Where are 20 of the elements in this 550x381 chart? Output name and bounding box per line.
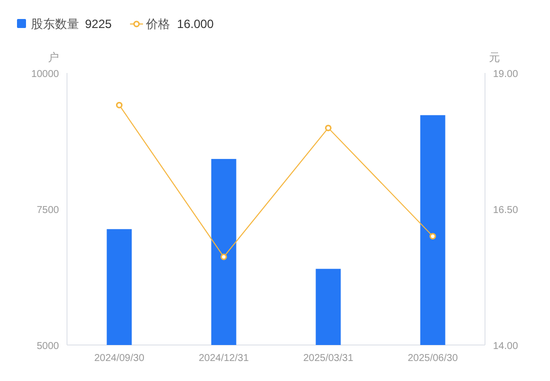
legend-label: 价格 xyxy=(145,17,170,31)
point xyxy=(220,254,227,260)
y-tick-label: 7500 xyxy=(36,205,60,216)
y2-tick-label: 14.00 xyxy=(493,341,518,352)
point xyxy=(430,232,436,240)
point xyxy=(325,124,332,132)
y-axis-title: 户 xyxy=(48,51,59,64)
x-tick-label: 2024/12/31 xyxy=(198,353,250,364)
x-tick-label: 2024/09/30 xyxy=(94,353,145,364)
x-tick-label: 2025/06/30 xyxy=(408,353,458,364)
legend-label: 股东数量 xyxy=(31,17,79,31)
x-tick-label: 2025/03/31 xyxy=(303,353,354,364)
y2-axis-title: 元 xyxy=(489,52,500,64)
point xyxy=(116,102,122,108)
y-tick-label: 10000 xyxy=(31,69,60,80)
y2-tick-label: 19.00 xyxy=(493,69,518,80)
y2-tick-label: 16.50 xyxy=(493,205,518,216)
text: 9225 xyxy=(85,17,112,31)
y-tick-label: 5000 xyxy=(36,341,60,352)
text: 16.000 xyxy=(177,17,214,31)
